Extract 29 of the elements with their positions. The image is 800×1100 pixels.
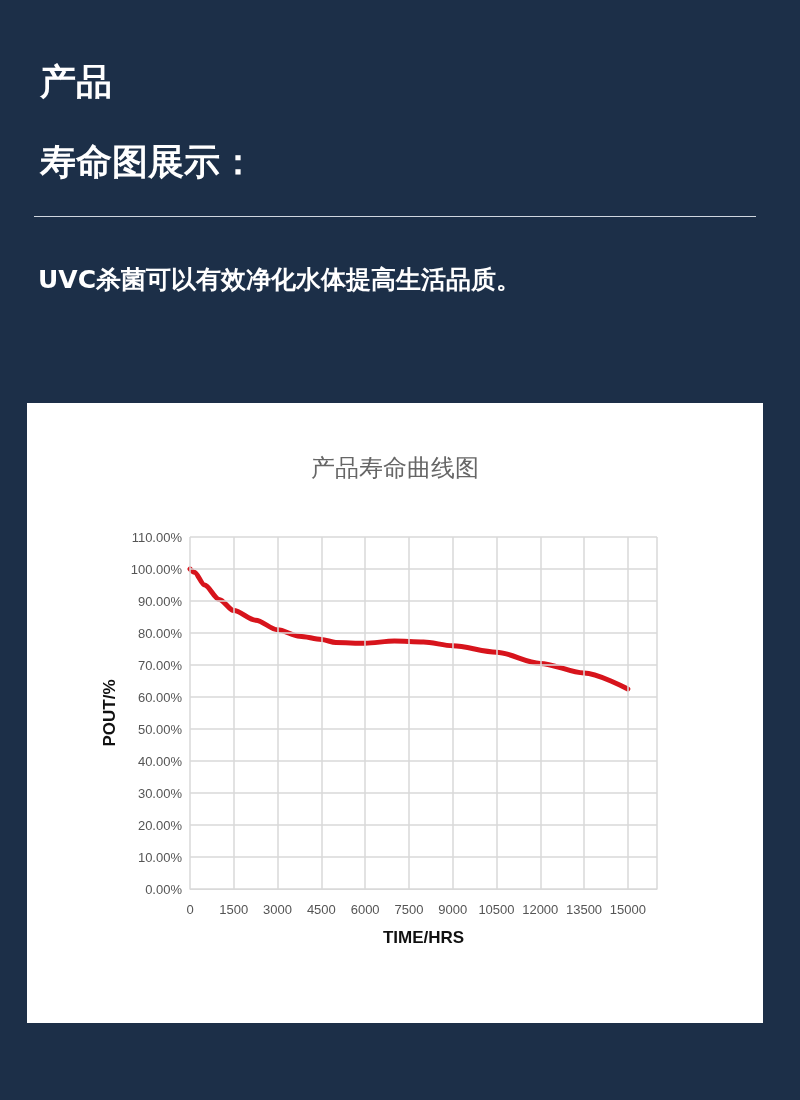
x-tick-label: 9000 [438, 902, 468, 917]
y-tick-label: 10.00% [137, 849, 183, 865]
x-tick-label: 3000 [263, 902, 293, 917]
y-tick-label: 30.00% [137, 785, 183, 801]
y-tick-label: 20.00% [137, 817, 183, 833]
x-tick-label: 13500 [565, 902, 603, 917]
chart-title: 产品寿命曲线图 [311, 455, 479, 481]
x-tick-label: 6000 [350, 902, 380, 917]
x-tick-label: 4500 [306, 902, 336, 917]
y-tick-label: 0.00% [145, 881, 183, 897]
x-tick-label: 0 [186, 902, 194, 917]
y-tick-label: 90.00% [137, 593, 183, 609]
text: UVC杀菌可以有效净化水体提高生活品质。 [38, 264, 521, 296]
y-axis-title: POUT/% [100, 679, 119, 747]
y-tick-label: 40.00% [137, 753, 183, 769]
y-tick-label: 60.00% [137, 689, 183, 705]
text: 产品 [40, 60, 112, 104]
y-tick-label: 110.00% [131, 529, 183, 545]
x-tick-label: 10500 [478, 902, 515, 917]
y-tick-label: 50.00% [137, 721, 183, 737]
y-tick-label: 100.00% [130, 561, 183, 577]
x-tick-label: 12000 [522, 902, 559, 917]
y-tick-label: 70.00% [137, 657, 183, 673]
text: 寿命图展示： [40, 140, 256, 184]
x-axis-title: TIME/HRS [382, 928, 465, 947]
x-tick-label: 7500 [394, 902, 424, 917]
x-tick-label: 15000 [609, 902, 646, 917]
x-tick-label: 1500 [219, 902, 249, 917]
y-tick-label: 80.00% [137, 625, 183, 641]
